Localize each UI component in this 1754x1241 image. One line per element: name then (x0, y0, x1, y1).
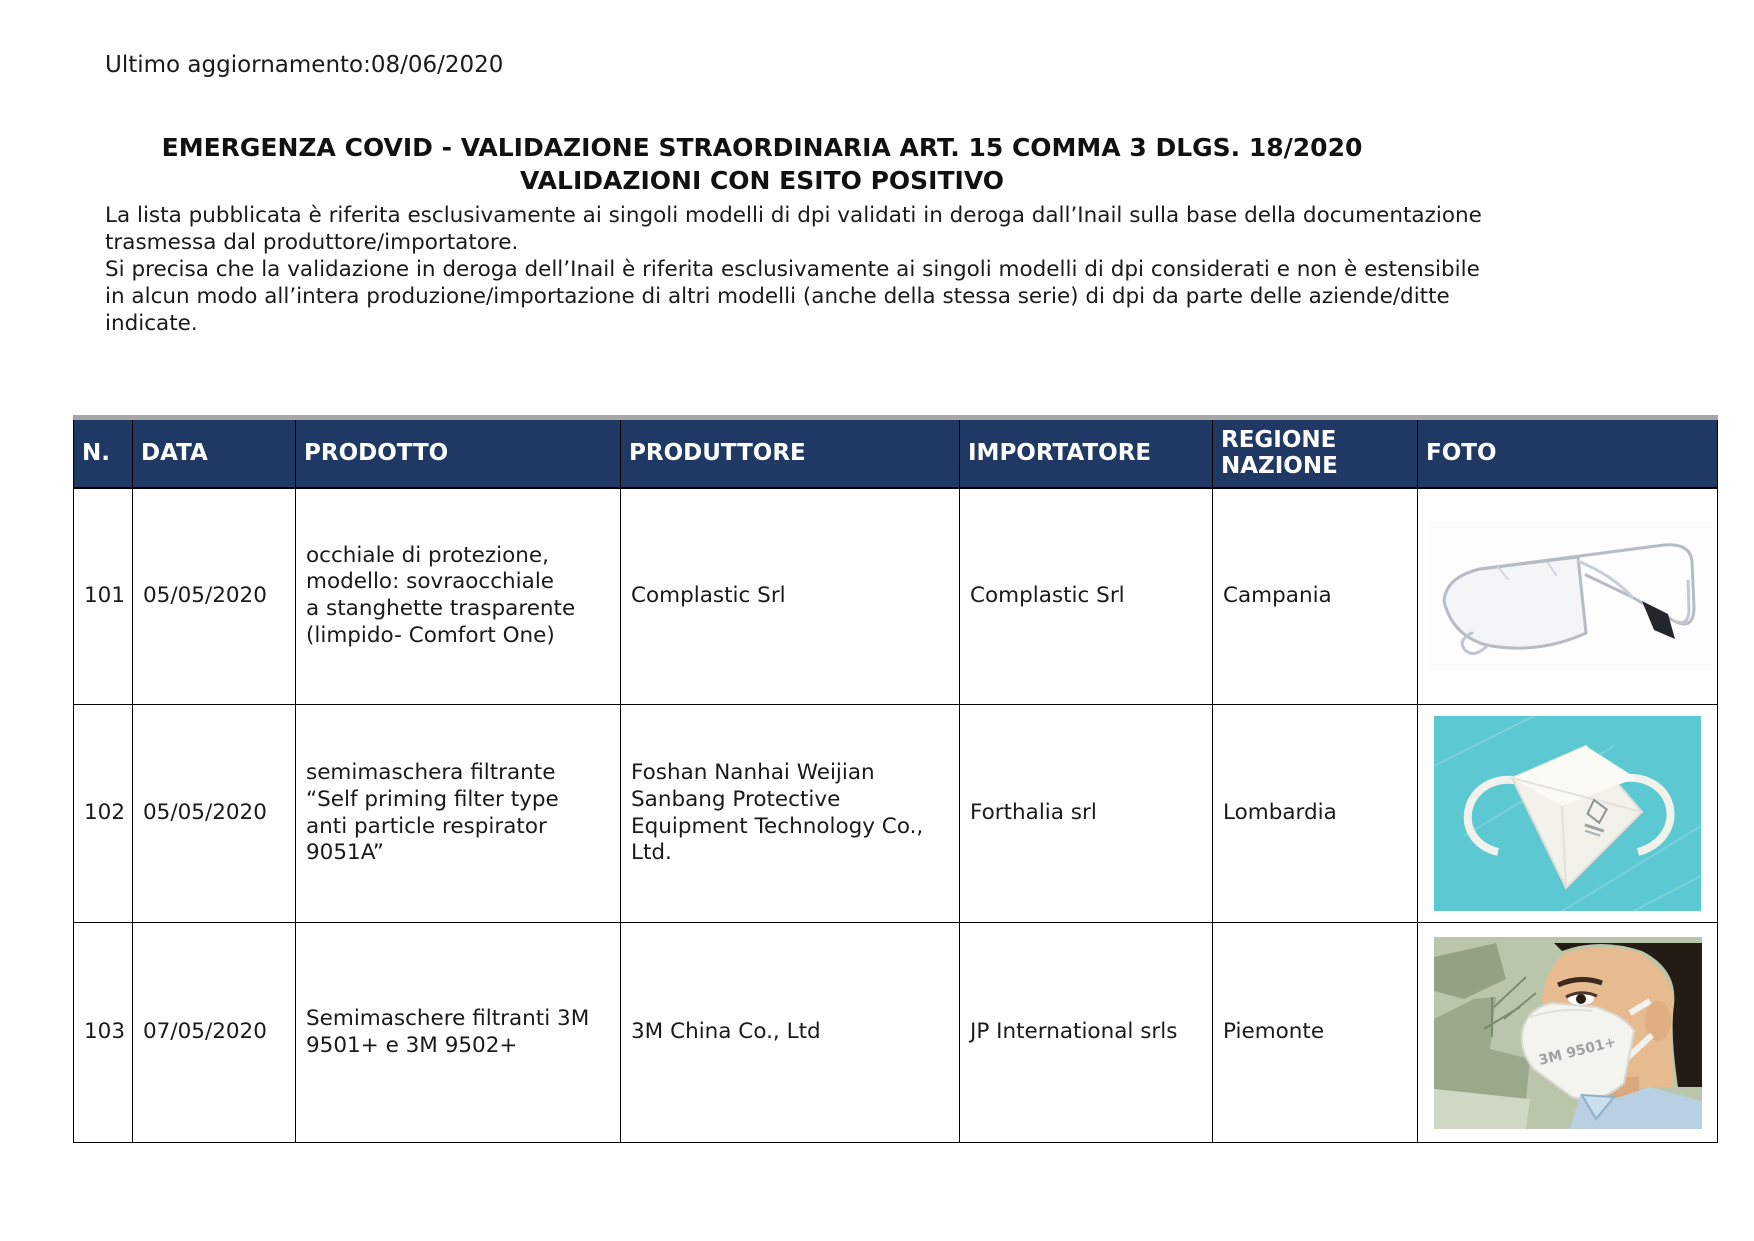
col-header-produttore: PRODUTTORE (620, 417, 960, 489)
col-header-data: DATA (132, 417, 296, 489)
document-title: EMERGENZA COVID - VALIDAZIONE STRAORDINA… (105, 131, 1419, 197)
col-header-foto: FOTO (1417, 417, 1718, 489)
cell-importatore-101: Complastic Srl (959, 487, 1213, 705)
cell-produttore-102: Foshan Nanhai Weijian Sanbang Protective… (620, 704, 960, 923)
table-row-102: 102 05/05/2020 semimaschera filtrante “S… (73, 704, 1718, 923)
col-header-prodotto: PRODOTTO (295, 417, 621, 489)
cell-data-103: 07/05/2020 (132, 922, 296, 1143)
cell-regione-102: Lombardia (1212, 704, 1418, 923)
cell-n-101: 101 (73, 487, 133, 705)
intro-paragraph-1: La lista pubblicata è riferita esclusiva… (105, 203, 1482, 255)
cell-n-103: 103 (73, 922, 133, 1143)
cell-regione-101: Campania (1212, 487, 1418, 705)
cell-importatore-102: Forthalia srl (959, 704, 1213, 923)
table-header-row: N. DATA PRODOTTO PRODUTTORE IMPORTATORE … (73, 417, 1718, 489)
cell-produttore-101: Complastic Srl (620, 487, 960, 705)
cell-n-102: 102 (73, 704, 133, 923)
last-update-text: Ultimo aggiornamento:08/06/2020 (105, 52, 504, 78)
table-row-101: 101 05/05/2020 occhiale di protezione, m… (73, 487, 1718, 705)
intro-paragraph-2: Si precisa che la validazione in deroga … (105, 256, 1480, 336)
col-header-regione-nazione: REGIONE NAZIONE (1212, 417, 1418, 489)
cell-foto-103: 3M 9501+ (1417, 922, 1718, 1143)
cell-prodotto-101: occhiale di protezione, modello: sovraoc… (295, 487, 621, 705)
cell-data-102: 05/05/2020 (132, 704, 296, 923)
photo-man-wearing-3m-mask: 3M 9501+ (1433, 936, 1702, 1129)
cell-prodotto-103: Semimaschere filtranti 3M 9501+ e 3M 950… (295, 922, 621, 1143)
photo-ffp2-mask (1434, 716, 1701, 911)
cell-produttore-103: 3M China Co., Ltd (620, 922, 960, 1143)
intro-text: La lista pubblicata è riferita esclusiva… (105, 203, 1495, 337)
cell-data-101: 05/05/2020 (132, 487, 296, 705)
cell-prodotto-102: semimaschera filtrante “Self priming fil… (295, 704, 621, 923)
cell-foto-101 (1417, 487, 1718, 705)
cell-importatore-103: JP International srls (959, 922, 1213, 1143)
photo-safety-overglasses (1428, 521, 1712, 672)
cell-regione-103: Piemonte (1212, 922, 1418, 1143)
title-line-1: EMERGENZA COVID - VALIDAZIONE STRAORDINA… (161, 133, 1363, 162)
cell-foto-102 (1417, 704, 1718, 923)
table-row-103: 103 07/05/2020 Semimaschere filtranti 3M… (73, 922, 1718, 1143)
col-header-n: N. (73, 417, 133, 489)
col-header-importatore: IMPORTATORE (959, 417, 1213, 489)
validation-table: N. DATA PRODOTTO PRODUTTORE IMPORTATORE … (73, 415, 1718, 1143)
title-line-2: VALIDAZIONI CON ESITO POSITIVO (520, 166, 1004, 195)
